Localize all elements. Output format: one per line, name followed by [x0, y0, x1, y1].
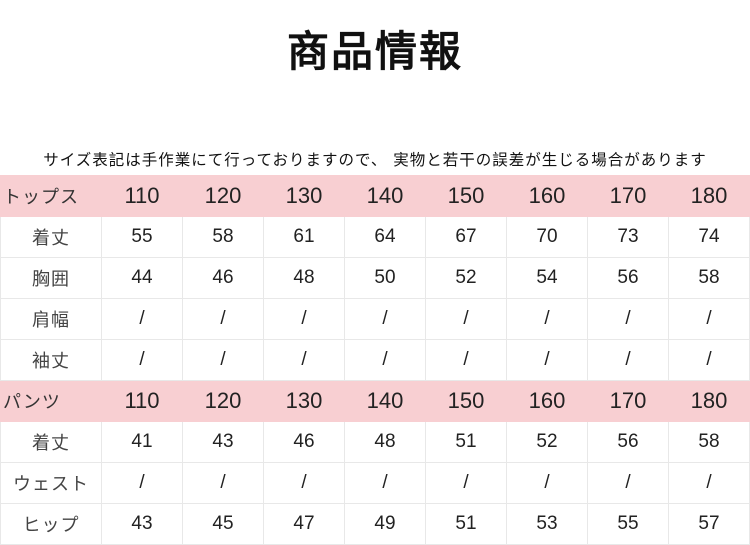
- table-cell: 41: [101, 421, 183, 463]
- table-cell: 55: [101, 216, 183, 258]
- table-cell: 43: [101, 503, 183, 545]
- table-row: 袖丈 / / / / / / / /: [0, 339, 750, 381]
- table-cell: 56: [587, 257, 669, 299]
- table-cell: /: [101, 462, 183, 504]
- size-table: トップス 110 120 130 140 150 160 170 180 着丈 55 58 61 64 67…: [0, 175, 750, 545]
- table-cell: /: [425, 339, 507, 381]
- table-cell: /: [506, 462, 588, 504]
- table-cell: /: [587, 339, 669, 381]
- size-header: 140: [344, 380, 426, 422]
- table-cell: /: [506, 298, 588, 340]
- section-name: トップス: [0, 175, 102, 217]
- table-cell: /: [101, 339, 183, 381]
- row-label: 着丈: [0, 421, 102, 463]
- size-header: 120: [182, 380, 264, 422]
- size-header: 170: [587, 175, 669, 217]
- table-cell: 49: [344, 503, 426, 545]
- row-label: ウェスト: [0, 462, 102, 504]
- table-cell: /: [506, 339, 588, 381]
- table-cell: 56: [587, 421, 669, 463]
- table-cell: /: [263, 462, 345, 504]
- table-cell: 58: [182, 216, 264, 258]
- row-label: 袖丈: [0, 339, 102, 381]
- page-title: 商品情報: [286, 27, 463, 76]
- table-cell: 46: [263, 421, 345, 463]
- table-cell: 44: [101, 257, 183, 299]
- table-cell: 58: [668, 421, 750, 463]
- table-cell: /: [344, 298, 426, 340]
- table-cell: 52: [506, 421, 588, 463]
- table-cell: /: [344, 339, 426, 381]
- row-label: 肩幅: [0, 298, 102, 340]
- table-cell: 70: [506, 216, 588, 258]
- table-row: ヒップ 43 45 47 49 51 53 55 57: [0, 503, 750, 545]
- size-header: 110: [101, 175, 183, 217]
- table-row: 肩幅 / / / / / / / /: [0, 298, 750, 340]
- table-cell: 64: [344, 216, 426, 258]
- table-cell: /: [182, 298, 264, 340]
- table-cell: 50: [344, 257, 426, 299]
- table-cell: /: [101, 298, 183, 340]
- table-cell: 54: [506, 257, 588, 299]
- table-cell: 51: [425, 421, 507, 463]
- table-cell: 57: [668, 503, 750, 545]
- table-cell: /: [668, 339, 750, 381]
- table-cell: 51: [425, 503, 507, 545]
- size-note: サイズ表記は手作業にて行っておりますので、 実物と若干の誤差が生じる場合がありま…: [43, 151, 707, 169]
- row-label: 胸囲: [0, 257, 102, 299]
- size-header: 170: [587, 380, 669, 422]
- table-cell: /: [182, 462, 264, 504]
- table-row: 着丈 41 43 46 48 51 52 56 58: [0, 421, 750, 463]
- table-cell: /: [263, 339, 345, 381]
- size-header: 140: [344, 175, 426, 217]
- row-label: ヒップ: [0, 503, 102, 545]
- size-header: 110: [101, 380, 183, 422]
- section-name: パンツ: [0, 380, 102, 422]
- table-cell: /: [263, 298, 345, 340]
- table-cell: /: [668, 462, 750, 504]
- size-header: 160: [506, 175, 588, 217]
- table-cell: /: [587, 462, 669, 504]
- table-cell: 47: [263, 503, 345, 545]
- table-cell: 61: [263, 216, 345, 258]
- size-header: 120: [182, 175, 264, 217]
- table-cell: 53: [506, 503, 588, 545]
- table-cell: 43: [182, 421, 264, 463]
- table-cell: 55: [587, 503, 669, 545]
- size-header: 150: [425, 175, 507, 217]
- table-cell: 73: [587, 216, 669, 258]
- size-header: 150: [425, 380, 507, 422]
- table-cell: 52: [425, 257, 507, 299]
- table-cell: 46: [182, 257, 264, 299]
- table-cell: 48: [263, 257, 345, 299]
- table-row: ウェスト / / / / / / / /: [0, 462, 750, 504]
- table-cell: /: [182, 339, 264, 381]
- size-header: 180: [668, 380, 750, 422]
- table-row: 着丈 55 58 61 64 67 70 73 74: [0, 216, 750, 258]
- table-cell: /: [587, 298, 669, 340]
- table-cell: 58: [668, 257, 750, 299]
- row-label: 着丈: [0, 216, 102, 258]
- table-cell: 74: [668, 216, 750, 258]
- section-header-row: パンツ 110 120 130 140 150 160 170 180: [0, 380, 750, 422]
- table-cell: 45: [182, 503, 264, 545]
- table-cell: /: [425, 298, 507, 340]
- table-cell: /: [668, 298, 750, 340]
- section-header-row: トップス 110 120 130 140 150 160 170 180: [0, 175, 750, 217]
- table-row: 胸囲 44 46 48 50 52 54 56 58: [0, 257, 750, 299]
- table-cell: 67: [425, 216, 507, 258]
- size-header: 160: [506, 380, 588, 422]
- size-header: 180: [668, 175, 750, 217]
- table-cell: 48: [344, 421, 426, 463]
- size-header: 130: [263, 175, 345, 217]
- table-cell: /: [425, 462, 507, 504]
- size-header: 130: [263, 380, 345, 422]
- table-cell: /: [344, 462, 426, 504]
